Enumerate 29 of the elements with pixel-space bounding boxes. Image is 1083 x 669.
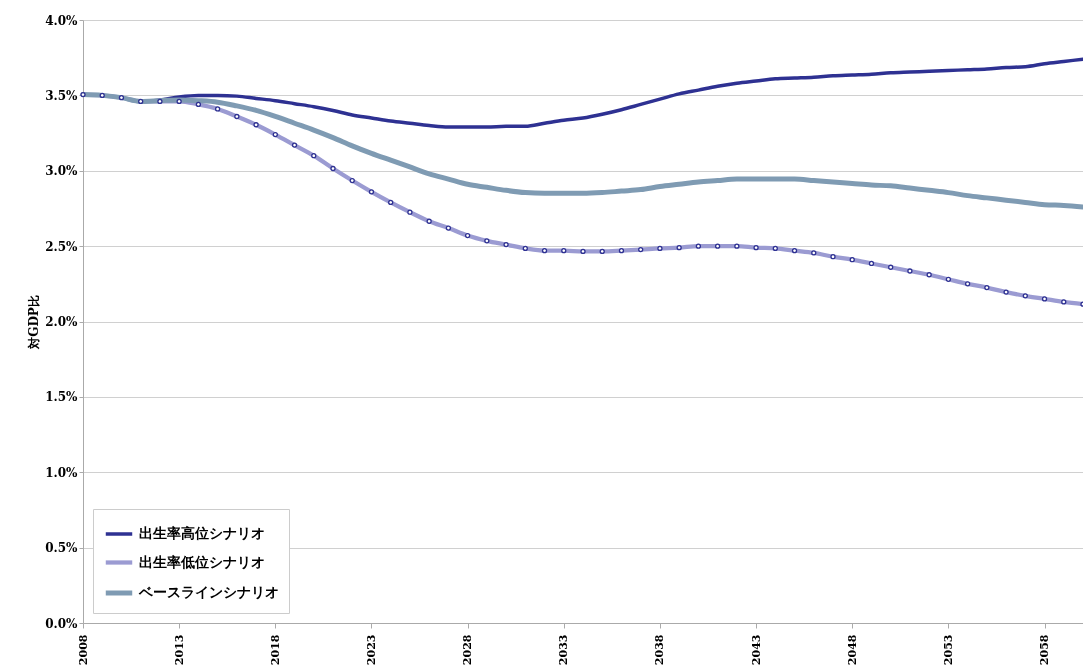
y-tick-label: 3.0% [45,164,79,179]
legend-label: ベースラインシナリオ [138,584,279,600]
x-tick-label: 2053 [941,634,955,666]
x-tick-label: 2018 [268,634,282,666]
y-tick-label: 0.5% [45,541,79,556]
y-tick-label: 2.0% [45,315,79,329]
x-tick-label: 2043 [749,634,763,666]
x-tick-label: 2033 [557,634,571,666]
y-tick-label: 4.0% [45,13,79,28]
x-tick-label: 2023 [364,634,378,666]
x-tick-label: 2048 [845,634,859,666]
point [138,98,144,105]
x-tick-label: 2028 [461,634,475,666]
x-tick-label: 2038 [653,634,667,666]
point [80,91,86,98]
y-tick-label: 1.5% [45,390,79,405]
legend-label: 出生率低位シナリオ [139,553,265,570]
y-tick-label: 1.0% [45,465,79,480]
point [118,94,125,101]
y-tick-label: 0.0% [45,616,79,631]
x-tick-label: 2008 [76,634,90,666]
y-tick-label: 2.5% [45,239,79,254]
legend-label: 出生率高位シナリオ [139,525,265,541]
x-tick-label: 2058 [1038,634,1052,666]
y-tick-label: 3.5% [45,88,79,103]
point [99,92,105,99]
x-tick-label: 2013 [172,634,186,666]
y-axis-title: 対GDP比 [27,295,42,350]
point [157,98,163,105]
